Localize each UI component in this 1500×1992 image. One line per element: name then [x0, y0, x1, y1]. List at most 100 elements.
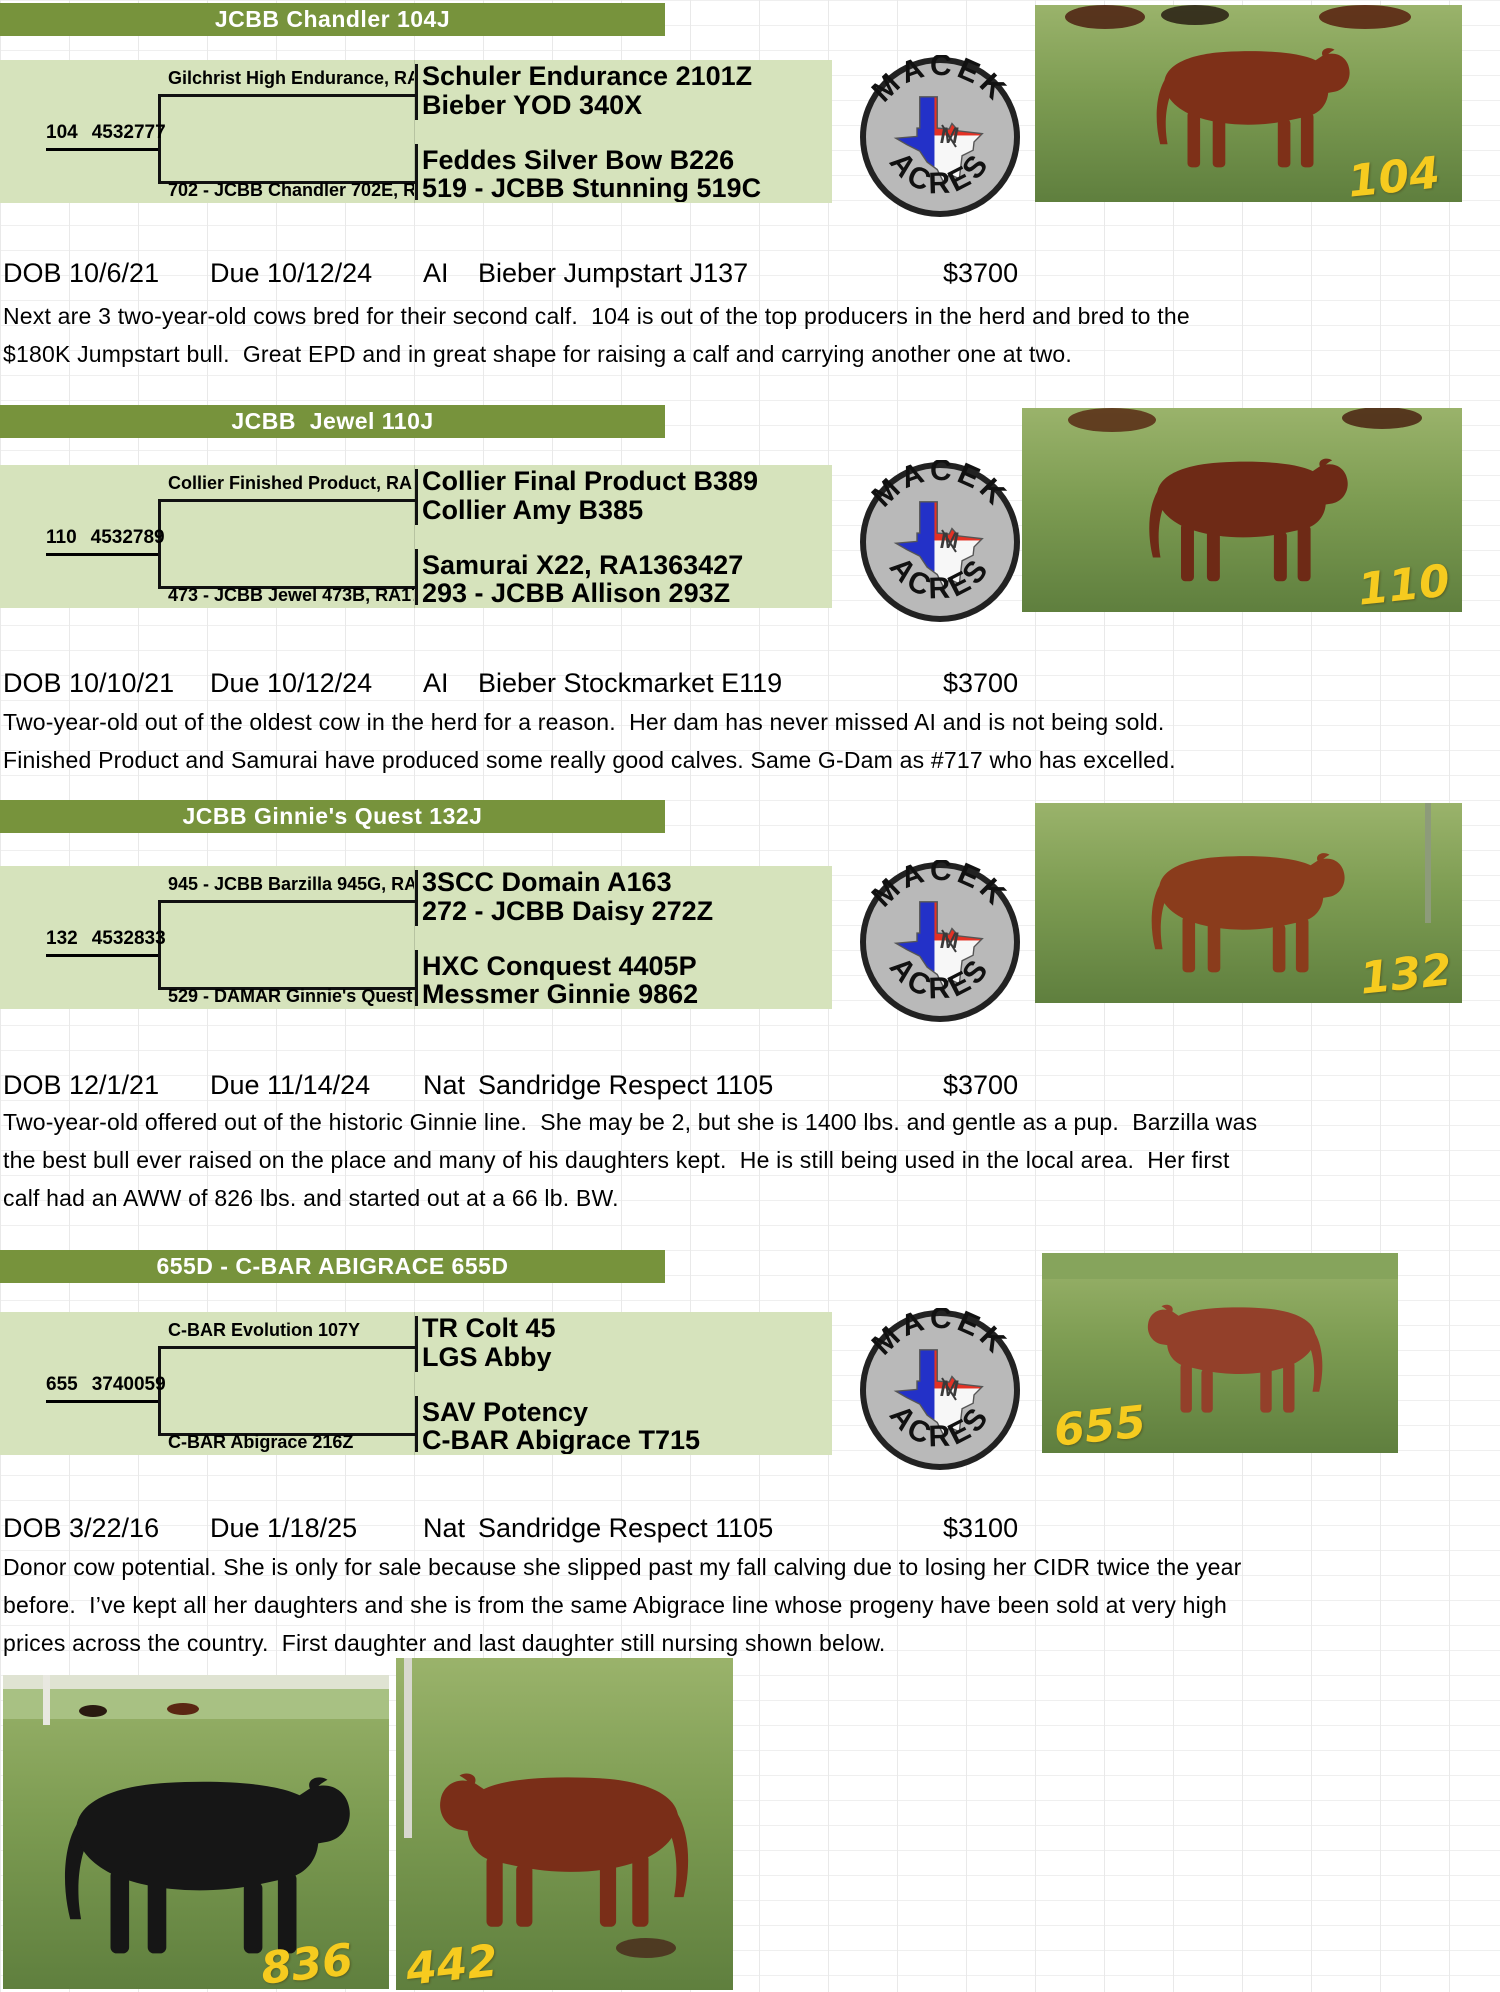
price: $3100 — [943, 1513, 1019, 1543]
dam-dam-name: 293 - JCBB Allison 293Z — [422, 579, 731, 607]
pedigree-tick — [415, 549, 418, 605]
sire-name: Gilchrist High Endurance, RA3 — [168, 68, 414, 88]
service-type: AI — [423, 258, 449, 288]
description-text: Next are 3 two-year-old cows bred for th… — [3, 303, 1190, 367]
registration-number: 4532833 — [91, 928, 166, 949]
due-date: Due 10/12/24 — [210, 668, 373, 698]
price: $3700 — [943, 1070, 1019, 1100]
cow-photo: 110 — [1022, 408, 1462, 612]
details-row: DOB 3/22/16 Due 1/18/25 Nat Sandridge Re… — [0, 1513, 1100, 1547]
pedigree-divider — [414, 866, 415, 1009]
sire-dam-name: 272 - JCBB Daisy 272Z — [422, 897, 714, 925]
brand-monogram: M — [940, 928, 959, 953]
service-type: AI — [423, 668, 449, 698]
sire-name: Collier Finished Product, RA 3 — [168, 473, 414, 493]
pedigree-tick — [415, 144, 418, 200]
service-type: Nat — [423, 1513, 466, 1543]
price: $3700 — [943, 258, 1019, 288]
photo-tag-number: 110 — [1355, 555, 1453, 612]
photo-tag-number: 836 — [258, 1934, 356, 1989]
service-sire: Sandridge Respect 1105 — [478, 1070, 774, 1100]
due-date: Due 10/12/24 — [210, 258, 373, 288]
description-text: Two-year-old out of the oldest cow in th… — [3, 709, 1176, 773]
daughter-photo-left: 836 — [3, 1675, 389, 1989]
photo-tag-number: 655 — [1051, 1396, 1149, 1453]
dob-value: DOB 12/1/21 — [3, 1070, 160, 1100]
macek-acres-logo: M MACEK ACRES — [860, 1308, 1020, 1470]
macek-acres-logo: M MACEK ACRES — [860, 460, 1020, 622]
pedigree-table: 655 3740059 C-BAR Evolution 107Y C-BAR A… — [0, 1312, 832, 1455]
dam-name: C-BAR Abigrace 216Z — [168, 1432, 354, 1452]
texas-outline — [893, 96, 984, 186]
lot-number: 655 — [46, 1374, 78, 1395]
dam-sire-name: SAV Potency — [422, 1398, 589, 1426]
sire-sire-name: Collier Final Product B389 — [422, 467, 759, 495]
sire-dam-name: Bieber YOD 340X — [422, 91, 643, 119]
pedigree-tick — [415, 469, 418, 525]
brand-monogram: M — [940, 1376, 959, 1401]
pedigree-bracket — [158, 499, 418, 589]
due-date: Due 11/14/24 — [210, 1070, 371, 1100]
dam-sire-name: Samurai X22, RA1363427 — [422, 551, 744, 579]
due-date: Due 1/18/25 — [210, 1513, 358, 1543]
cow-photo: 104 — [1035, 5, 1462, 202]
photo-tag-number: 104 — [1345, 147, 1443, 202]
service-sire: Bieber Stockmarket E119 — [478, 668, 783, 698]
sire-sire-name: TR Colt 45 — [422, 1314, 556, 1342]
section-header: JCBB Jewel 110J — [0, 405, 665, 438]
dam-sire-name: HXC Conquest 4405P — [422, 952, 697, 980]
pedigree-table: 132 4532833 945 - JCBB Barzilla 945G, RA… — [0, 866, 832, 1009]
service-sire: Sandridge Respect 1105 — [478, 1513, 774, 1543]
registration-number: 4532789 — [90, 527, 165, 548]
details-row: DOB 10/6/21 Due 10/12/24 AI Bieber Jumps… — [0, 258, 1100, 292]
brand-monogram: M — [940, 123, 959, 148]
lot-line: 132 4532833 — [46, 928, 166, 957]
section-header: JCBB Chandler 104J — [0, 3, 665, 36]
dam-name: 702 - JCBB Chandler 702E, RA — [168, 180, 414, 200]
lot-number: 132 — [46, 928, 78, 949]
dam-name: 473 - JCBB Jewel 473B, RA17 — [168, 585, 414, 605]
photo-tag-number: 132 — [1357, 944, 1455, 1003]
sire-sire-name: 3SCC Domain A163 — [422, 868, 672, 896]
sire-name: 945 - JCBB Barzilla 945G, RA4 — [168, 874, 414, 894]
dam-dam-name: C-BAR Abigrace T715 — [422, 1426, 701, 1454]
pedigree-bracket — [158, 900, 418, 990]
section-header: 655D - C-BAR ABIGRACE 655D — [0, 1250, 665, 1283]
cow-photo: 132 — [1035, 803, 1462, 1003]
section-title: 655D - C-BAR ABIGRACE 655D — [156, 1253, 509, 1279]
description-text: Two-year-old offered out of the historic… — [3, 1109, 1258, 1211]
section-title: JCBB Jewel 110J — [231, 408, 434, 434]
details-row: DOB 10/10/21 Due 10/12/24 AI Bieber Stoc… — [0, 668, 1100, 702]
lot-number: 110 — [46, 527, 77, 548]
sire-name: C-BAR Evolution 107Y — [168, 1320, 361, 1340]
dob-value: DOB 10/6/21 — [3, 258, 160, 288]
price: $3700 — [943, 668, 1019, 698]
brand-monogram: M — [940, 528, 959, 553]
pedigree-tick — [415, 870, 418, 926]
sire-sire-name: Schuler Endurance 2101Z — [422, 62, 753, 90]
registration-number: 4532777 — [91, 122, 166, 143]
service-sire: Bieber Jumpstart J137 — [478, 258, 749, 288]
section-title: JCBB Chandler 104J — [214, 6, 451, 32]
section-header: JCBB Ginnie's Quest 132J — [0, 800, 665, 833]
lot-line: 110 4532789 — [46, 527, 165, 556]
dam-name: 529 - DAMAR Ginnie's Quest C — [168, 986, 414, 1006]
lot-line: 655 3740059 — [46, 1374, 166, 1403]
details-row: DOB 12/1/21 Due 11/14/24 Nat Sandridge R… — [0, 1070, 1100, 1104]
daughter-photo-right: 442 — [396, 1658, 733, 1990]
pedigree-table: 104 4532777 Gilchrist High Endurance, RA… — [0, 60, 832, 203]
pedigree-tick — [415, 1316, 418, 1372]
pedigree-tick — [415, 950, 418, 1006]
pedigree-tick — [415, 1396, 418, 1452]
dam-sire-name: Feddes Silver Bow B226 — [422, 146, 735, 174]
pedigree-divider — [414, 465, 415, 608]
dam-dam-name: 519 - JCBB Stunning 519C — [422, 174, 762, 202]
registration-number: 3740059 — [91, 1374, 166, 1395]
dob-value: DOB 10/10/21 — [3, 668, 175, 698]
pedigree-table: 110 4532789 Collier Finished Product, RA… — [0, 465, 832, 608]
cow-photo: 655 — [1042, 1253, 1398, 1453]
pedigree-divider — [414, 60, 415, 203]
pedigree-bracket — [158, 1346, 418, 1436]
macek-acres-logo: M MACEK ACRES — [860, 860, 1020, 1022]
